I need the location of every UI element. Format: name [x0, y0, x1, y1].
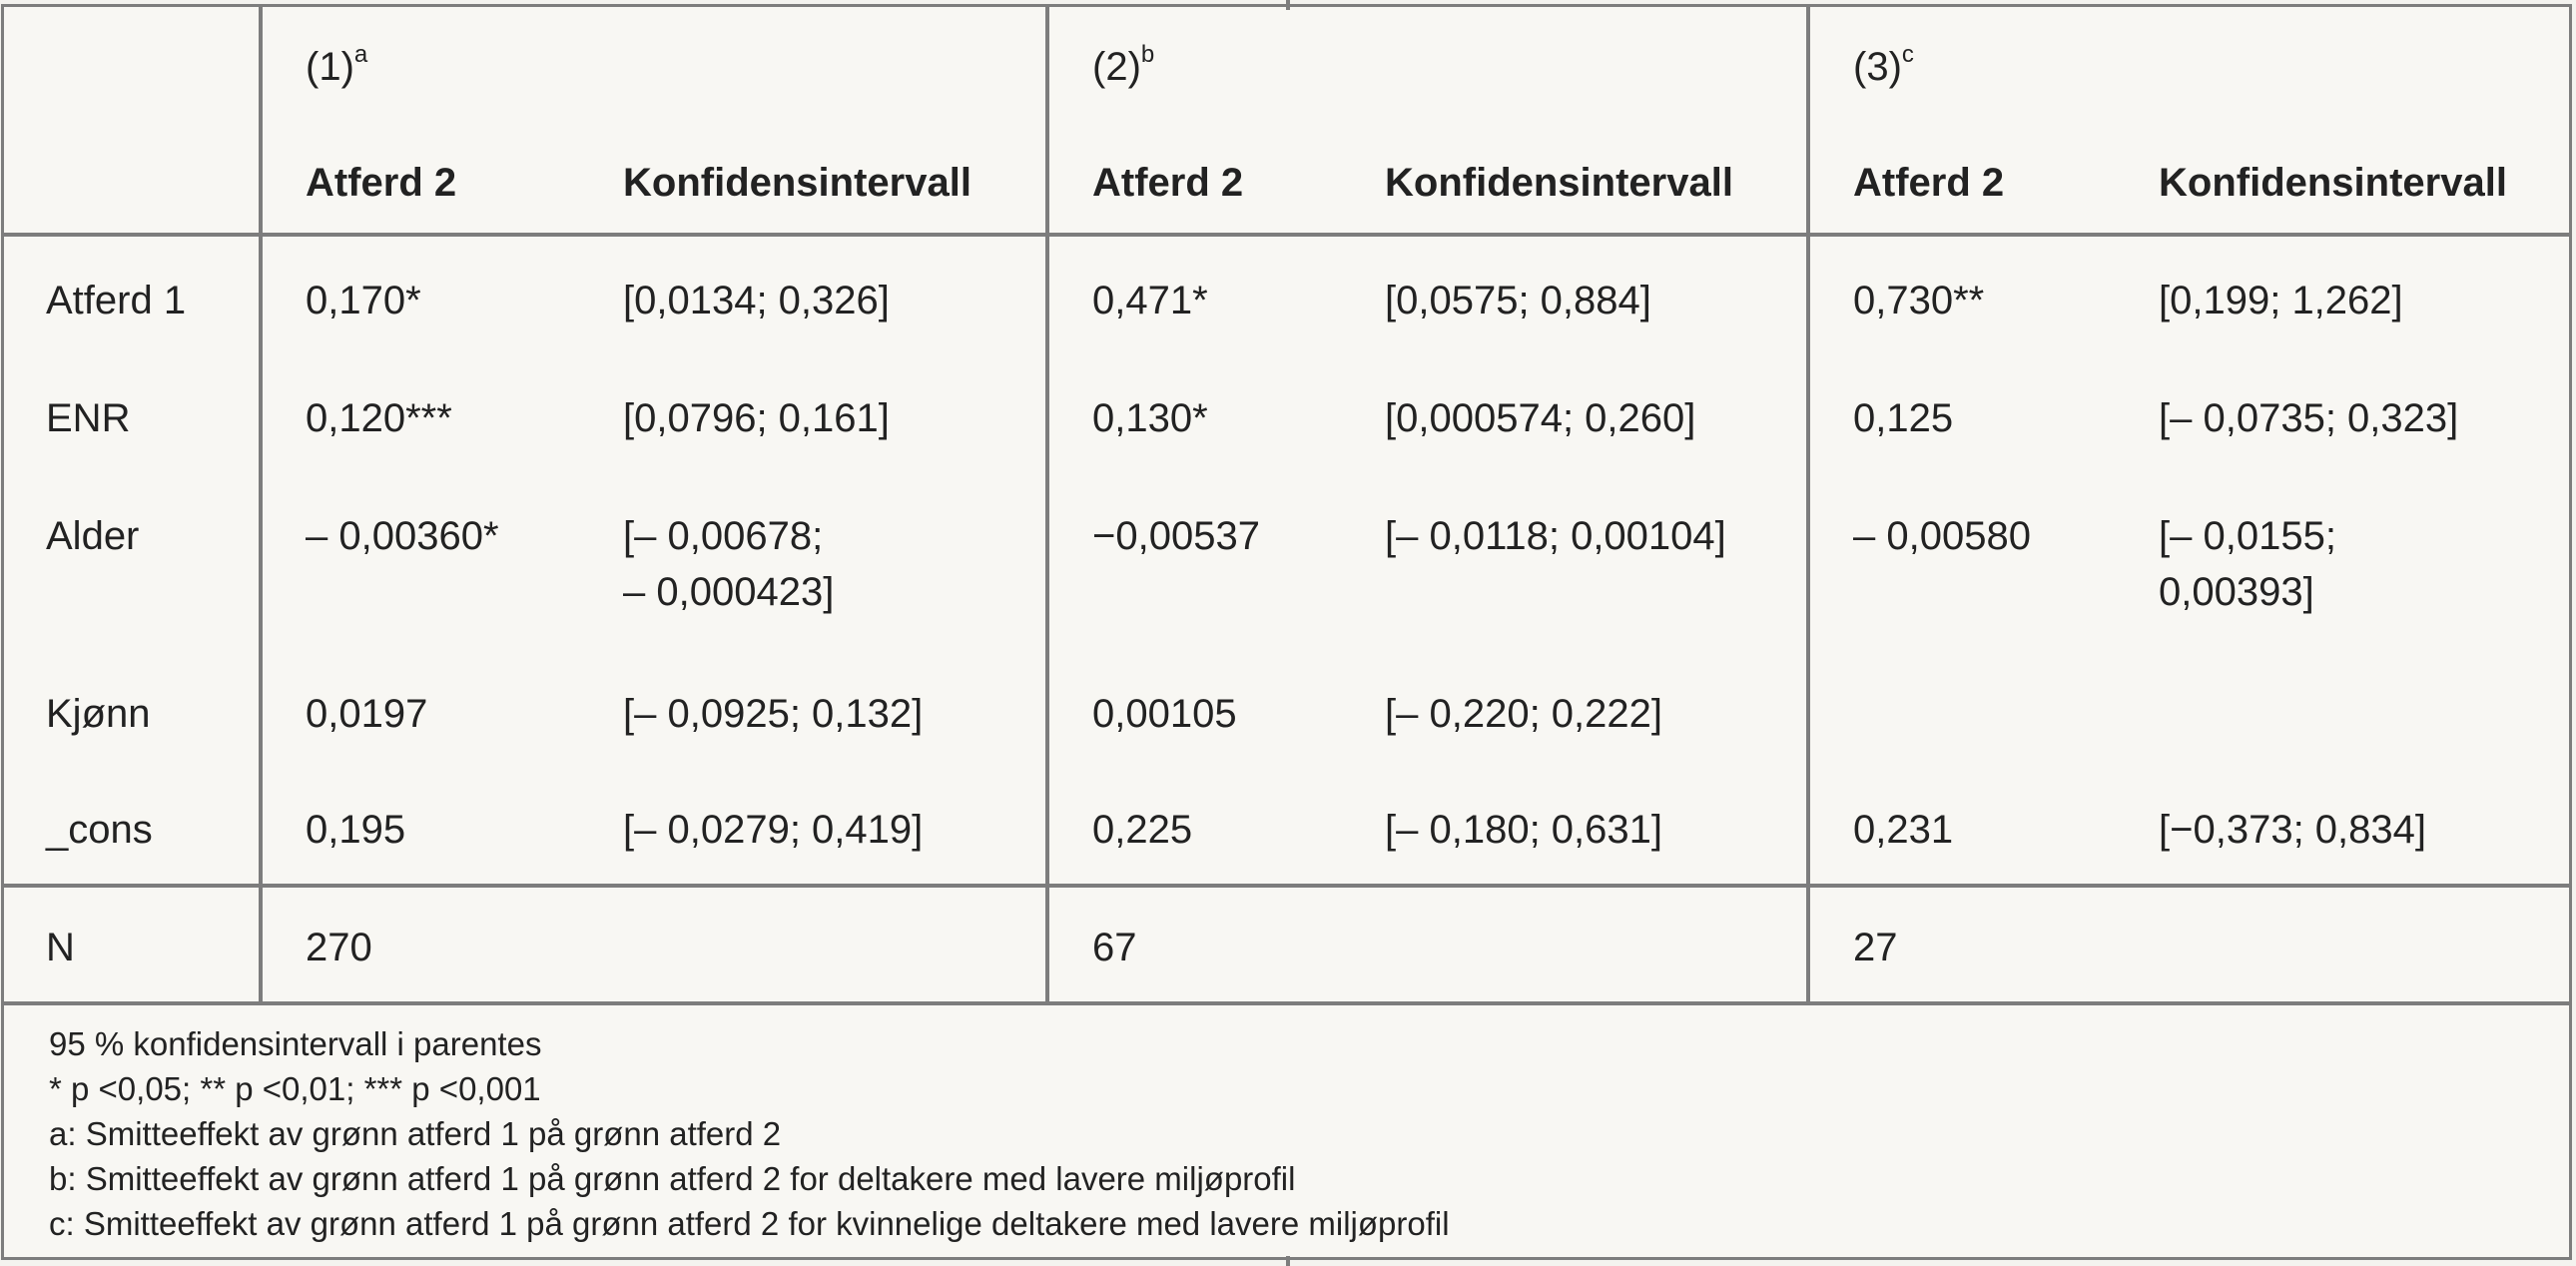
- model-1-header: (1)a: [306, 40, 368, 89]
- coef-cell: 0,471*: [1092, 279, 1208, 322]
- n-value: 270: [306, 926, 372, 969]
- ci-cell: [– 0,0279; 0,419]: [623, 808, 924, 852]
- row-label: _cons: [46, 808, 153, 852]
- col-header-coef: Atferd 2: [306, 161, 457, 205]
- ci-cell: [– 0,220; 0,222]: [1385, 692, 1663, 736]
- note-line: 95 % konfidensintervall i parentes: [49, 1025, 542, 1062]
- table-notes: 95 % konfidensintervall i parentes * p <…: [49, 1021, 1450, 1246]
- coef-cell: −0,00537: [1092, 514, 1260, 558]
- header-divider: [4, 233, 2569, 237]
- ci-cell: [0,000574; 0,260]: [1385, 396, 1696, 440]
- coef-cell: 0,730**: [1853, 279, 1985, 322]
- col-header-ci: Konfidensintervall: [623, 161, 971, 205]
- col-divider: [1806, 7, 1810, 1001]
- model-3-header: (3)c: [1853, 40, 1914, 89]
- ci-cell: [– 0,00678;: [623, 514, 824, 558]
- coef-cell: 0,120***: [306, 396, 452, 440]
- ci-cell: [– 0,0118; 0,00104]: [1385, 514, 1726, 558]
- col-header-coef: Atferd 2: [1853, 161, 2005, 205]
- col-header-ci: Konfidensintervall: [2159, 161, 2507, 205]
- top-tick-mark: [1286, 0, 1290, 10]
- coef-cell: 0,00105: [1092, 692, 1237, 736]
- row-label: Kjønn: [46, 692, 151, 736]
- coef-cell: 0,130*: [1092, 396, 1208, 440]
- note-line: c: Smitteeffekt av grønn atferd 1 på grø…: [49, 1205, 1450, 1242]
- model-2-header: (2)b: [1092, 40, 1155, 89]
- ci-cell: [0,0796; 0,161]: [623, 396, 890, 440]
- ci-cell: [– 0,180; 0,631]: [1385, 808, 1663, 852]
- coef-cell: 0,125: [1853, 396, 1954, 440]
- col-header-ci: Konfidensintervall: [1385, 161, 1733, 205]
- row-label: Alder: [46, 514, 140, 558]
- ci-cell: [– 0,0735; 0,323]: [2159, 396, 2459, 440]
- coef-cell: 0,225: [1092, 808, 1193, 852]
- coef-cell: 0,195: [306, 808, 406, 852]
- col-divider: [1045, 7, 1049, 1001]
- row-label: ENR: [46, 396, 131, 440]
- ci-cell: [– 0,0925; 0,132]: [623, 692, 924, 736]
- note-line: a: Smitteeffekt av grønn atferd 1 på grø…: [49, 1115, 782, 1152]
- col-divider: [259, 7, 263, 1001]
- ci-cell-cont: – 0,000423]: [623, 570, 835, 614]
- ci-cell: [0,199; 1,262]: [2159, 279, 2403, 322]
- ci-cell: [−0,373; 0,834]: [2159, 808, 2427, 852]
- coef-cell: 0,170*: [306, 279, 421, 322]
- coef-cell: – 0,00580: [1853, 514, 2031, 558]
- body-divider: [4, 884, 2569, 888]
- notes-divider: [4, 1001, 2569, 1005]
- ci-cell: [0,0575; 0,884]: [1385, 279, 1651, 322]
- ci-cell: [– 0,0155;: [2159, 514, 2336, 558]
- regression-table: (1)a (2)b (3)c Atferd 2 Konfidensinterva…: [1, 4, 2572, 1260]
- col-header-coef: Atferd 2: [1092, 161, 1244, 205]
- ci-cell-cont: 0,00393]: [2159, 570, 2314, 614]
- coef-cell: 0,0197: [306, 692, 428, 736]
- coef-cell: 0,231: [1853, 808, 1954, 852]
- row-label: Atferd 1: [46, 279, 187, 322]
- note-line: b: Smitteeffekt av grønn atferd 1 på grø…: [49, 1160, 1296, 1197]
- n-value: 27: [1853, 926, 1898, 969]
- bottom-tick-mark: [1286, 1256, 1290, 1266]
- ci-cell: [0,0134; 0,326]: [623, 279, 890, 322]
- n-label: N: [46, 926, 75, 969]
- note-line: * p <0,05; ** p <0,01; *** p <0,001: [49, 1070, 541, 1107]
- n-value: 67: [1092, 926, 1137, 969]
- coef-cell: – 0,00360*: [306, 514, 499, 558]
